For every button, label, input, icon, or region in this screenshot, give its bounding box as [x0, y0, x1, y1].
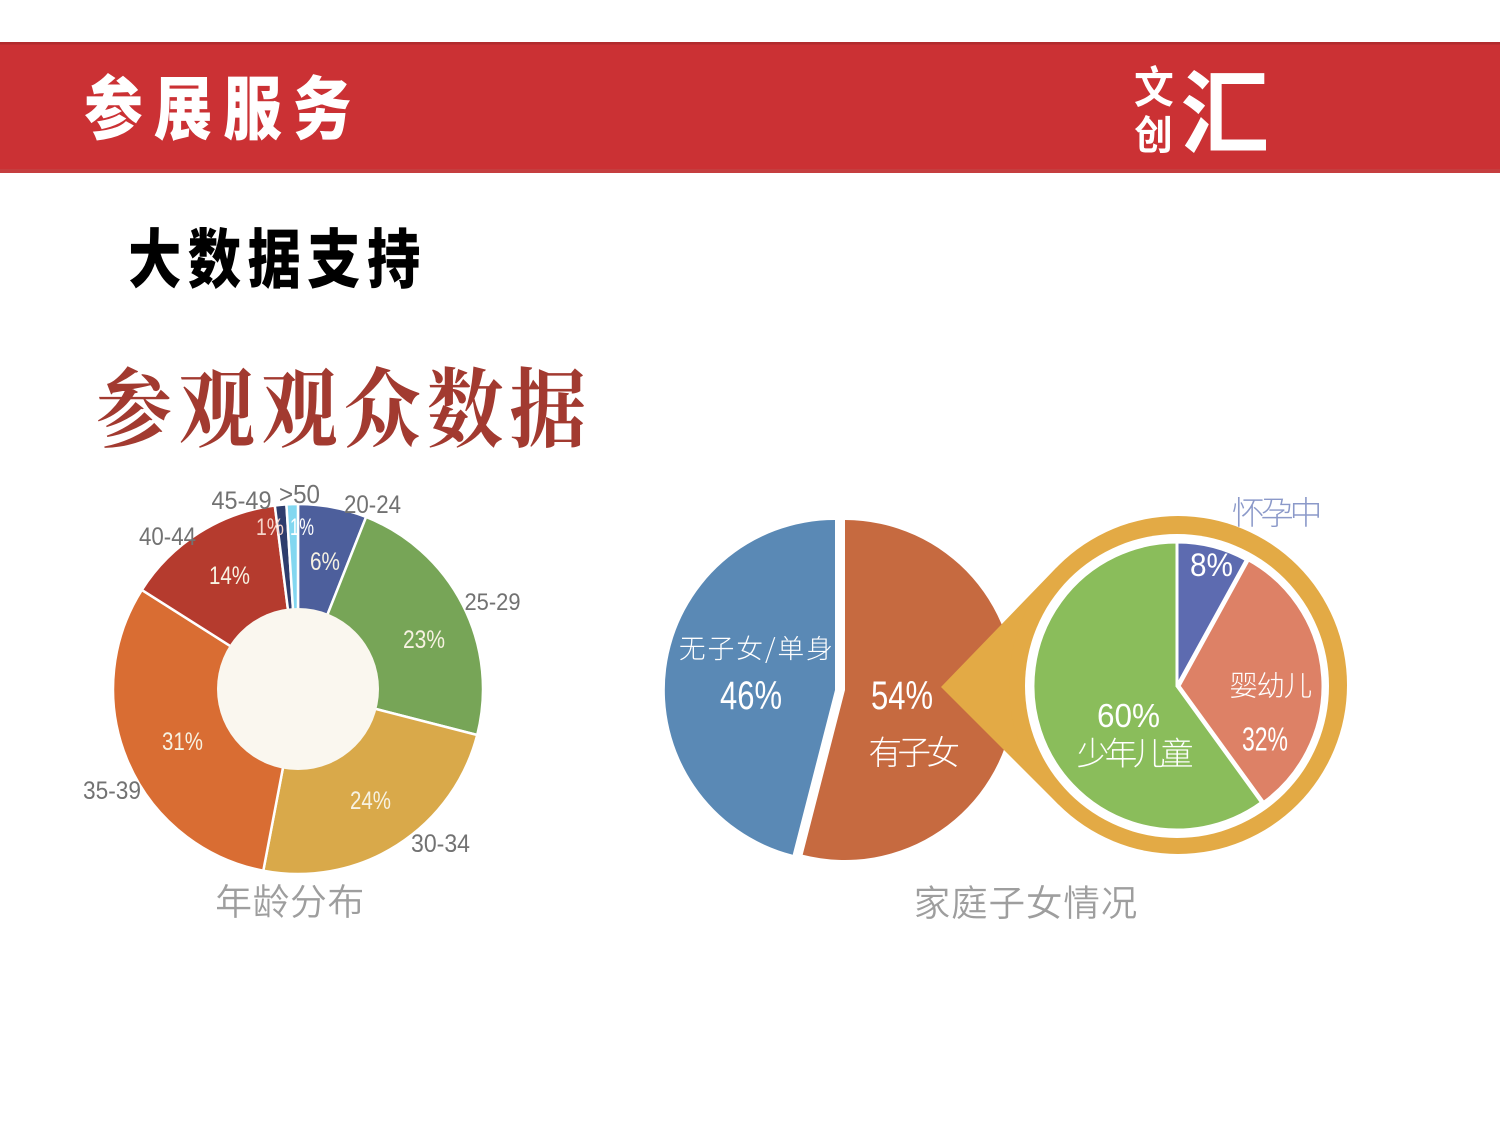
svg-text:32%: 32% [1242, 722, 1288, 759]
svg-text:31%: 31% [162, 728, 203, 756]
svg-text:25-29: 25-29 [465, 589, 521, 616]
svg-text:45-49: 45-49 [212, 487, 272, 515]
svg-text:54%: 54% [871, 674, 933, 718]
svg-text:20-24: 20-24 [344, 491, 401, 519]
svg-text:24%: 24% [350, 787, 391, 815]
svg-text:23%: 23% [403, 626, 445, 654]
svg-text:14%: 14% [209, 562, 250, 590]
svg-text:35-39: 35-39 [83, 777, 141, 805]
svg-text:>50: >50 [279, 479, 320, 509]
svg-text:1%: 1% [256, 514, 284, 541]
svg-text:30-34: 30-34 [411, 830, 470, 858]
svg-text:46%: 46% [720, 674, 782, 718]
svg-text:40-44: 40-44 [139, 523, 196, 551]
svg-text:60%: 60% [1097, 698, 1160, 735]
svg-text:1%: 1% [290, 514, 314, 541]
svg-text:8%: 8% [1190, 547, 1233, 583]
svg-text:6%: 6% [310, 548, 340, 576]
